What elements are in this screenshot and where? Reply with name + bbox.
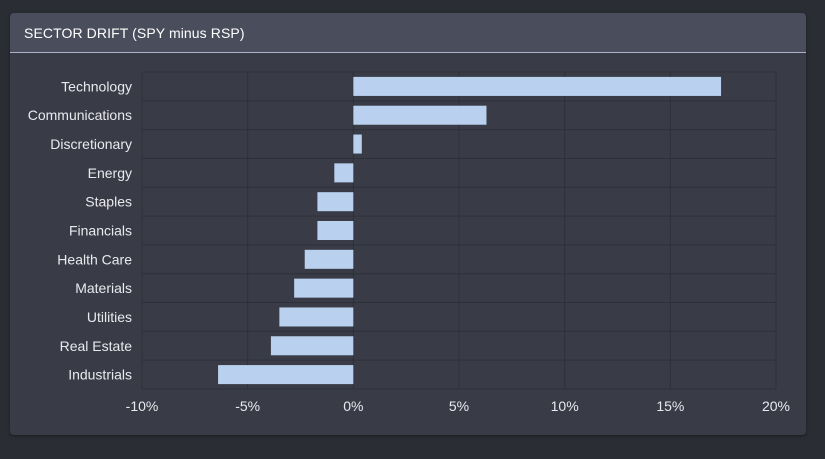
x-tick-label: 15% (656, 398, 684, 414)
category-label: Technology (61, 78, 132, 94)
category-label: Financials (69, 223, 132, 239)
category-label: Materials (75, 280, 132, 296)
category-label: Communications (28, 107, 132, 123)
x-tick-label: 20% (762, 398, 790, 414)
category-label: Staples (85, 194, 132, 210)
bar-energy (334, 163, 354, 183)
category-label: Discretionary (50, 136, 132, 152)
category-label: Industrials (68, 367, 132, 383)
category-label: Energy (88, 165, 132, 181)
bar-communications (353, 105, 487, 125)
x-tick-label: -5% (235, 398, 260, 414)
x-tick-label: 0% (343, 398, 363, 414)
bar-industrials (218, 365, 354, 385)
bar-discretionary (353, 134, 362, 154)
x-tick-label: -10% (126, 398, 159, 414)
bar-health-care (304, 249, 354, 269)
bar-materials (294, 278, 354, 298)
x-tick-label: 10% (551, 398, 579, 414)
category-label: Health Care (57, 251, 132, 267)
panel-header: SECTOR DRIFT (SPY minus RSP) (10, 13, 806, 53)
bar-staples (317, 192, 354, 212)
category-label: Utilities (87, 309, 132, 325)
category-label: Real Estate (60, 338, 133, 354)
bar-real-estate (270, 336, 354, 356)
bar-utilities (279, 307, 354, 327)
bar-technology (353, 76, 722, 96)
bar-financials (317, 220, 354, 241)
panel-title: SECTOR DRIFT (SPY minus RSP) (24, 25, 245, 41)
x-tick-label: 5% (449, 398, 469, 414)
